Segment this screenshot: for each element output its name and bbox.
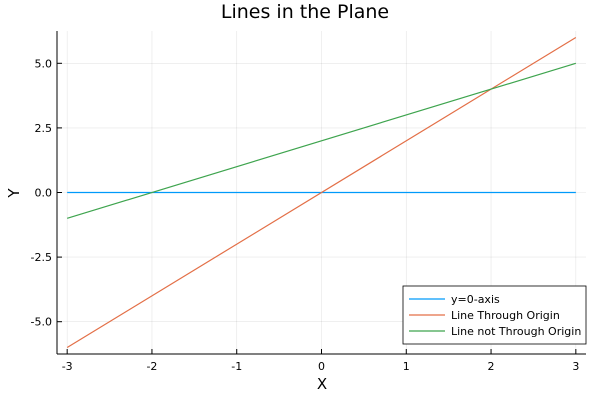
series-line — [66, 62, 577, 219]
x-tick-label: -3 — [62, 360, 73, 373]
legend: y=0-axis Line Through Origin Line not Thro… — [402, 285, 587, 345]
x-axis-label: X — [317, 375, 327, 393]
x-tick-label: 3 — [572, 360, 579, 373]
series-lines — [66, 36, 577, 349]
y-tick-label: 0.0 — [35, 187, 53, 200]
y-tick-label: 2.5 — [35, 122, 53, 135]
x-tick-label: 2 — [488, 360, 495, 373]
legend-entry: Line Through Origin — [451, 309, 560, 322]
y-tick-label: -2.5 — [31, 251, 52, 264]
x-tick-label: 1 — [403, 360, 410, 373]
y-tick-label: -5.0 — [31, 316, 52, 329]
axes — [56, 31, 586, 355]
legend-entry: Line not Through Origin — [451, 325, 581, 338]
x-tick-label: 0 — [318, 360, 325, 373]
x-tick-label: -1 — [231, 360, 242, 373]
chart-title: Lines in the Plane — [221, 1, 389, 23]
x-tick-label: -2 — [146, 360, 157, 373]
y-axis-label: Y — [5, 188, 23, 199]
y-tick-label: 5.0 — [35, 57, 53, 70]
legend-entry: y=0-axis — [451, 293, 500, 306]
tick-labels: -3 -2 -1 0 1 2 3 -5.0 -2.5 0.0 2.5 5.0 — [31, 57, 580, 373]
